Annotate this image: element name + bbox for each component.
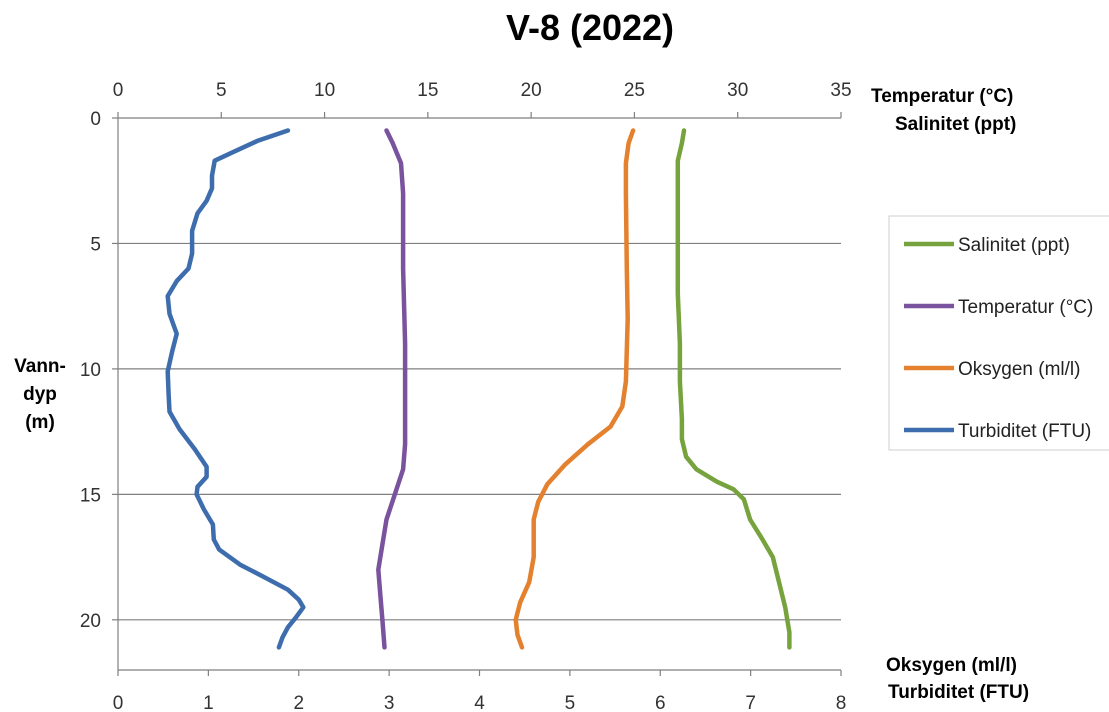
bottom-tick-label: 8 bbox=[836, 693, 847, 712]
top-axis-ticks: 0 5 10 15 20 25 30 35 bbox=[113, 80, 852, 118]
series-line-0 bbox=[675, 128, 792, 650]
y-axis-title-line3: (m) bbox=[25, 412, 55, 433]
bottom-tick-label: 5 bbox=[565, 693, 576, 712]
legend-entry: Oksygen (ml/l) bbox=[958, 359, 1080, 380]
legend: Salinitet (ppt) Temperatur (°C) Oksygen (m… bbox=[888, 215, 1109, 451]
bottom-tick-label: 2 bbox=[293, 693, 304, 712]
top-tick-label: 5 bbox=[216, 80, 227, 101]
bottom-axis-title-line1: Oksygen (ml/l) bbox=[886, 655, 1017, 676]
legend-box bbox=[888, 215, 1109, 451]
bottom-tick-label: 4 bbox=[474, 693, 485, 712]
bottom-tick-label: 1 bbox=[203, 693, 214, 712]
y-axis-title-line2: dyp bbox=[23, 384, 57, 405]
top-tick-label: 30 bbox=[727, 80, 748, 101]
legend-entry: Salinitet (ppt) bbox=[958, 235, 1070, 256]
series-lines bbox=[165, 128, 792, 650]
top-axis-title-line1: Temperatur (°C) bbox=[871, 86, 1013, 107]
gridlines bbox=[118, 242, 841, 621]
top-tick-label: 0 bbox=[113, 80, 124, 101]
y-axis-title-line1: Vann- bbox=[14, 356, 66, 377]
bottom-axis-title-line2: Turbiditet (FTU) bbox=[888, 682, 1029, 703]
y-tick-label: 15 bbox=[80, 485, 101, 506]
series-line-3 bbox=[165, 128, 306, 650]
top-tick-label: 10 bbox=[314, 80, 335, 101]
top-tick-label: 25 bbox=[624, 80, 645, 101]
y-tick-label: 0 bbox=[90, 109, 101, 130]
legend-entry: Turbiditet (FTU) bbox=[958, 421, 1091, 442]
y-axis-ticks: 0 5 10 15 20 bbox=[80, 109, 118, 632]
legend-entry: Temperatur (°C) bbox=[958, 297, 1093, 318]
bottom-tick-label: 3 bbox=[384, 693, 395, 712]
bottom-axis-ticks: 0 1 2 3 4 5 6 7 8 bbox=[113, 670, 847, 712]
series-line-1 bbox=[376, 128, 408, 650]
y-tick-label: 5 bbox=[90, 234, 101, 255]
axes bbox=[117, 117, 841, 671]
bottom-tick-label: 6 bbox=[655, 693, 666, 712]
y-tick-label: 20 bbox=[80, 611, 101, 632]
top-axis-title-line2: Salinitet (ppt) bbox=[895, 114, 1016, 135]
top-tick-label: 20 bbox=[521, 80, 542, 101]
bottom-tick-label: 0 bbox=[113, 693, 124, 712]
top-tick-label: 35 bbox=[830, 80, 851, 101]
chart-title: V-8 (2022) bbox=[506, 7, 674, 48]
series-line-2 bbox=[513, 128, 636, 650]
top-tick-label: 15 bbox=[417, 80, 438, 101]
bottom-tick-label: 7 bbox=[745, 693, 756, 712]
y-tick-label: 10 bbox=[80, 360, 101, 381]
